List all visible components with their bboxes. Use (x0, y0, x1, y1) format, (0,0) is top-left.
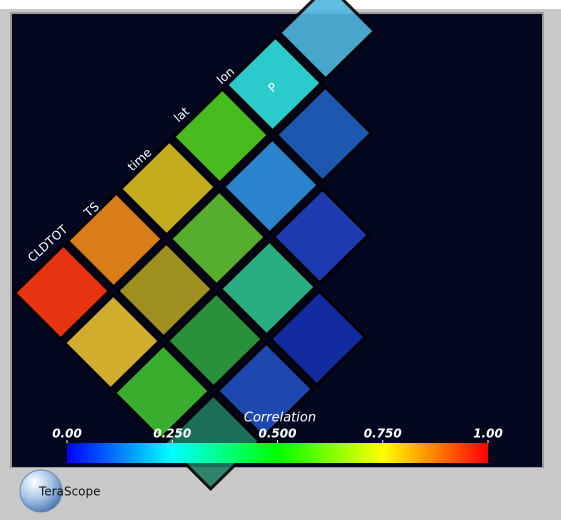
app-window: CLDTOTTStimelatlonP Correlation 0.000.25… (0, 0, 561, 516)
colorbar (67, 443, 488, 463)
colorbar-tick-label: 1.00 (473, 427, 503, 441)
logo-text: TeraScope (38, 485, 101, 499)
colorbar-tick-label: 0.00 (52, 427, 82, 441)
top-strip (0, 0, 561, 9)
colorbar-tick-label: 0.250 (153, 427, 191, 441)
colorbar-tick-label: 0.500 (259, 427, 297, 441)
colorbar-title: Correlation (244, 411, 316, 426)
colorbar-tick-label: 0.750 (364, 427, 402, 441)
